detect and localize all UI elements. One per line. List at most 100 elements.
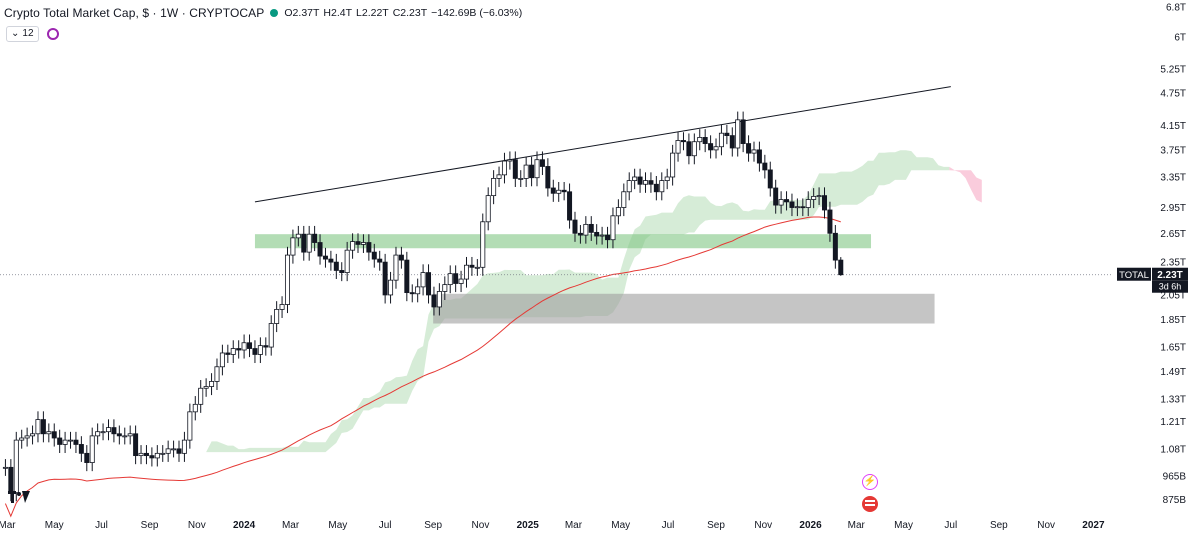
candle bbox=[751, 149, 757, 154]
candle bbox=[160, 452, 166, 455]
candle bbox=[501, 160, 507, 176]
candle bbox=[366, 242, 372, 253]
y-tick-label: 2.35T bbox=[1160, 258, 1186, 269]
change-value: −142.69B (−6.03%) bbox=[431, 7, 523, 19]
candle bbox=[653, 183, 659, 193]
candle bbox=[637, 176, 643, 185]
candle bbox=[133, 433, 139, 457]
candle bbox=[740, 119, 746, 144]
candle bbox=[312, 233, 318, 243]
indicators-toggle[interactable]: ⌄ 12 bbox=[6, 26, 39, 42]
candle bbox=[599, 234, 605, 237]
x-tick-label: Mar bbox=[565, 520, 583, 531]
lightning-icon[interactable]: ⚡ bbox=[862, 474, 878, 490]
candle bbox=[247, 342, 253, 349]
candle bbox=[561, 189, 567, 193]
candle bbox=[333, 261, 339, 271]
candle bbox=[241, 342, 247, 351]
x-tick-label: 2027 bbox=[1082, 520, 1105, 531]
candle bbox=[295, 233, 301, 239]
candle bbox=[583, 223, 589, 236]
x-tick-label: 2026 bbox=[799, 520, 822, 531]
x-tick-label: Jul bbox=[95, 520, 108, 531]
y-tick-label: 1.33T bbox=[1160, 394, 1186, 405]
candle bbox=[19, 437, 25, 441]
symbol-title[interactable]: Crypto Total Market Cap, $ · 1W · CRYPTO… bbox=[4, 6, 265, 20]
market-status-icon bbox=[270, 9, 279, 17]
x-tick-label: May bbox=[894, 520, 913, 531]
candle bbox=[529, 164, 535, 179]
candle bbox=[279, 304, 285, 310]
candle bbox=[800, 206, 806, 209]
candle bbox=[458, 278, 464, 284]
resistance-zone bbox=[254, 234, 872, 249]
tradingview-logo-icon[interactable] bbox=[8, 490, 30, 508]
candle bbox=[442, 284, 448, 292]
candle bbox=[73, 439, 79, 445]
price-tag-value-bg bbox=[1152, 267, 1188, 281]
candle bbox=[572, 219, 578, 234]
candle bbox=[615, 207, 621, 217]
candle bbox=[46, 431, 52, 435]
close-value: C2.23T bbox=[392, 7, 428, 19]
candle bbox=[626, 180, 632, 193]
x-tick-label: May bbox=[328, 520, 347, 531]
candle bbox=[111, 427, 117, 435]
candle bbox=[95, 431, 101, 437]
x-tick-label: 2024 bbox=[233, 520, 256, 531]
candle bbox=[567, 191, 573, 221]
candle bbox=[409, 292, 415, 295]
legend-header: Crypto Total Market Cap, $ · 1W · CRYPTO… bbox=[4, 4, 522, 22]
candle bbox=[225, 352, 231, 355]
candle bbox=[805, 199, 811, 208]
candle bbox=[789, 201, 795, 208]
candle bbox=[143, 452, 149, 457]
candle bbox=[556, 189, 562, 194]
candle bbox=[447, 273, 453, 286]
candle bbox=[68, 439, 74, 442]
candle bbox=[724, 132, 730, 137]
candle bbox=[328, 258, 334, 263]
y-tick-label: 1.65T bbox=[1160, 343, 1186, 354]
candle bbox=[116, 433, 122, 437]
candle bbox=[62, 439, 68, 445]
candle bbox=[426, 272, 432, 296]
candle bbox=[431, 294, 437, 308]
candle bbox=[523, 164, 529, 179]
y-tick-label: 4.75T bbox=[1160, 89, 1186, 100]
candle bbox=[784, 199, 790, 203]
candle bbox=[496, 174, 502, 179]
y-tick-label: 965B bbox=[1163, 471, 1187, 482]
candle bbox=[822, 195, 828, 211]
candle bbox=[577, 232, 583, 236]
candle bbox=[89, 435, 95, 463]
y-tick-label: 6.8T bbox=[1166, 2, 1186, 13]
y-tick-label: 1.49T bbox=[1160, 367, 1186, 378]
candle bbox=[268, 323, 274, 348]
us-flag-icon[interactable] bbox=[862, 496, 878, 512]
candle bbox=[24, 435, 30, 439]
candle bbox=[127, 433, 133, 437]
price-tag-value: 2.23T bbox=[1157, 270, 1183, 281]
candle bbox=[605, 234, 611, 241]
candle bbox=[84, 452, 90, 463]
candle bbox=[762, 162, 768, 171]
candle bbox=[398, 254, 404, 261]
candle bbox=[306, 233, 312, 253]
high-value: H2.4T bbox=[323, 7, 353, 19]
x-tick-label: May bbox=[611, 520, 630, 531]
candle bbox=[675, 140, 681, 154]
candle bbox=[122, 435, 128, 438]
candle bbox=[154, 452, 160, 459]
x-tick-label: Jul bbox=[662, 520, 675, 531]
candle bbox=[371, 251, 377, 260]
x-tick-label: Mar bbox=[848, 520, 866, 531]
support-zone bbox=[433, 293, 935, 324]
candle bbox=[317, 242, 323, 257]
y-tick-label: 5.25T bbox=[1160, 65, 1186, 76]
countdown-bg bbox=[1152, 280, 1188, 293]
loading-icon[interactable] bbox=[46, 28, 59, 40]
x-tick-label: Nov bbox=[1037, 520, 1055, 531]
